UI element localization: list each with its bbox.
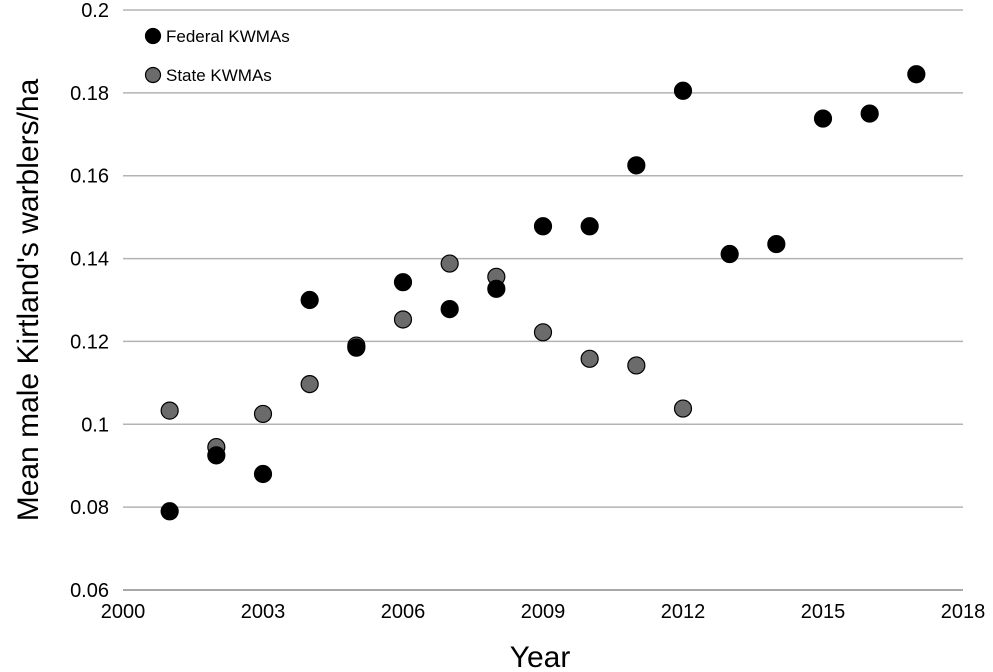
federal-point bbox=[720, 244, 739, 264]
state-point bbox=[440, 254, 459, 273]
gridlines bbox=[123, 9, 963, 508]
legend-marker-federal bbox=[144, 27, 162, 45]
y-axis-title: Mean male Kirtland's warblers/ha bbox=[12, 78, 45, 521]
state-point bbox=[673, 399, 693, 418]
federal-point bbox=[160, 502, 179, 521]
state-point bbox=[160, 401, 179, 420]
x-tick-label: 2003 bbox=[241, 601, 286, 623]
federal-point bbox=[253, 464, 273, 484]
y-tick-label: 0.18 bbox=[70, 83, 109, 105]
legend-label-state: State KWMAs bbox=[166, 66, 272, 85]
federal-point bbox=[393, 273, 413, 292]
federal-point bbox=[673, 81, 693, 100]
federal-point bbox=[533, 217, 553, 236]
federal-point bbox=[767, 234, 786, 254]
state-point bbox=[393, 310, 413, 329]
state-point bbox=[627, 356, 646, 375]
federal-point bbox=[627, 156, 646, 175]
y-tick-label: 0.12 bbox=[70, 331, 109, 353]
state-point bbox=[580, 349, 599, 368]
x-tick-label: 2012 bbox=[661, 601, 706, 623]
y-tick-label: 0.14 bbox=[70, 249, 109, 271]
federal-point bbox=[487, 279, 506, 298]
state-point bbox=[533, 323, 553, 342]
legend-marker-state bbox=[144, 66, 162, 84]
federal-point bbox=[813, 109, 833, 128]
x-tick-label: 2006 bbox=[381, 601, 426, 623]
y-axis-ticks: 0.06 0.08 0.1 0.12 0.14 0.16 0.18 0.2 bbox=[70, 0, 109, 602]
legend: Federal KWMAs State KWMAs bbox=[144, 27, 290, 85]
x-tick-label: 2009 bbox=[521, 601, 566, 623]
data-points bbox=[160, 65, 926, 521]
federal-point bbox=[300, 290, 319, 310]
y-tick-label: 0.16 bbox=[70, 166, 109, 188]
x-tick-label: 2018 bbox=[941, 601, 986, 623]
x-tick-label: 2015 bbox=[801, 601, 846, 623]
federal-point bbox=[860, 104, 879, 123]
x-tick-label: 2000 bbox=[101, 601, 146, 623]
x-axis-ticks: 2000 2003 2006 2009 2012 2015 2018 bbox=[101, 601, 986, 623]
federal-point bbox=[440, 300, 459, 319]
y-tick-label: 0.2 bbox=[81, 0, 109, 22]
federal-point bbox=[580, 217, 599, 236]
state-point bbox=[300, 375, 319, 394]
y-tick-label: 0.06 bbox=[70, 580, 109, 602]
federal-point bbox=[907, 65, 926, 84]
legend-label-federal: Federal KWMAs bbox=[166, 27, 290, 46]
state-point bbox=[253, 404, 273, 424]
federal-point bbox=[207, 446, 226, 465]
y-tick-label: 0.1 bbox=[81, 414, 109, 436]
federal-point bbox=[347, 338, 366, 357]
x-axis-title: Year bbox=[510, 641, 571, 672]
y-tick-label: 0.08 bbox=[70, 497, 109, 519]
